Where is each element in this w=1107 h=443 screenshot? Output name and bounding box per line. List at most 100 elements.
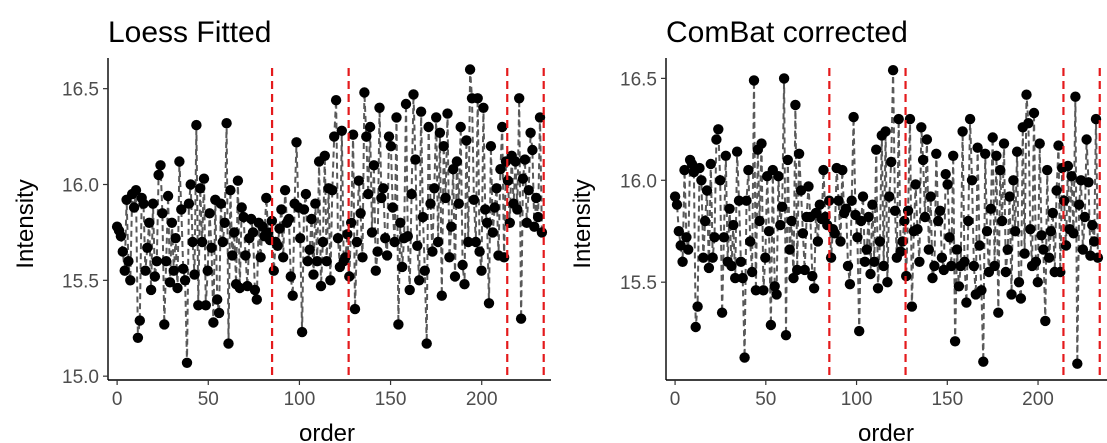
data-point — [1019, 248, 1030, 259]
data-point — [523, 185, 534, 196]
plot-area: 15.5 16.0 16.5 0 50 100 150 200 — [620, 58, 1107, 410]
data-point — [400, 98, 412, 110]
data-point — [715, 175, 726, 186]
data-point — [923, 244, 934, 255]
data-point — [917, 154, 929, 166]
data-point — [321, 256, 332, 267]
data-point — [835, 236, 846, 247]
data-point — [532, 211, 544, 223]
x-tick-label: 50 — [198, 389, 219, 410]
data-point — [701, 185, 713, 196]
data-point — [713, 124, 724, 135]
data-point — [414, 275, 425, 286]
data-point — [829, 228, 840, 239]
data-point — [310, 198, 321, 209]
data-point — [128, 202, 140, 213]
data-point — [934, 205, 946, 216]
data-point — [138, 198, 149, 209]
data-point — [737, 272, 748, 284]
data-point — [692, 301, 703, 312]
data-point — [679, 164, 690, 176]
data-point — [865, 268, 876, 280]
data-point — [491, 183, 502, 194]
data-point — [730, 272, 741, 284]
data-point — [1010, 226, 1021, 237]
data-point — [807, 270, 818, 282]
data-point — [502, 175, 514, 186]
data-point — [376, 192, 387, 204]
data-point — [669, 191, 681, 202]
data-point — [266, 215, 278, 227]
data-point — [296, 326, 308, 338]
data-point — [705, 158, 716, 170]
data-point — [483, 298, 495, 309]
data-point — [359, 87, 370, 98]
data-point — [464, 64, 476, 75]
data-point — [1004, 191, 1015, 202]
data-point — [1015, 293, 1027, 304]
data-point — [515, 313, 527, 324]
data-point — [1072, 358, 1083, 369]
data-point — [315, 280, 327, 292]
data-point — [949, 336, 961, 347]
data-point — [368, 160, 380, 171]
data-point — [463, 236, 474, 248]
data-point — [872, 283, 884, 294]
data-point — [861, 244, 872, 255]
chart-title: Loess Fitted — [108, 16, 271, 49]
data-point — [792, 264, 803, 276]
data-point — [219, 217, 230, 228]
data-point — [489, 202, 500, 213]
data-point — [240, 250, 251, 261]
y-tick-label: 16.5 — [620, 69, 657, 90]
data-point — [993, 307, 1004, 318]
data-point — [363, 188, 374, 200]
data-point — [754, 215, 765, 227]
data-point — [353, 175, 364, 186]
data-point — [251, 294, 262, 305]
data-point — [531, 192, 542, 204]
data-point — [415, 106, 427, 117]
data-point — [278, 252, 289, 263]
data-point — [485, 141, 497, 152]
data-point — [342, 229, 353, 240]
data-point — [726, 260, 737, 272]
data-point — [1068, 228, 1079, 239]
data-point — [247, 227, 259, 238]
data-point — [517, 173, 529, 184]
data-point — [884, 191, 895, 202]
data-point — [223, 338, 234, 349]
data-point — [709, 232, 720, 243]
data-point — [1002, 244, 1013, 255]
data-point — [852, 232, 863, 243]
data-point — [478, 102, 489, 114]
data-point — [989, 260, 1000, 272]
data-point — [746, 266, 758, 278]
data-point — [161, 256, 172, 267]
data-point — [481, 217, 493, 228]
data-point — [974, 240, 985, 251]
data-point — [351, 236, 363, 248]
data-point — [959, 256, 970, 267]
data-point — [1000, 266, 1011, 278]
data-point — [451, 156, 463, 167]
data-point — [887, 65, 899, 76]
data-point — [202, 265, 213, 276]
data-point — [786, 215, 797, 227]
data-point — [944, 232, 955, 243]
data-point — [208, 317, 219, 328]
data-point — [187, 236, 198, 248]
data-point — [1034, 138, 1045, 149]
data-point — [444, 252, 455, 263]
data-point — [370, 265, 381, 276]
data-point — [716, 307, 728, 318]
data-point — [468, 194, 480, 205]
data-point — [780, 330, 792, 341]
data-point — [204, 208, 215, 219]
data-point — [164, 277, 176, 288]
data-point — [814, 199, 825, 210]
data-point — [995, 164, 1006, 176]
data-point — [425, 198, 436, 209]
data-point — [711, 134, 722, 145]
